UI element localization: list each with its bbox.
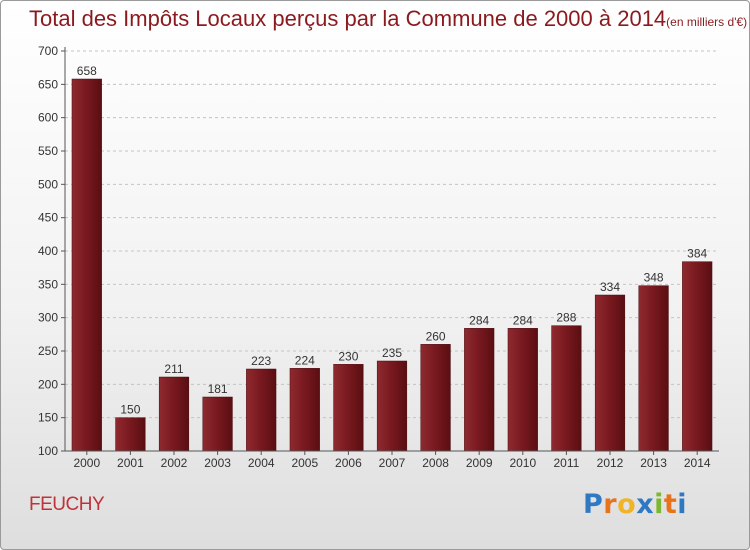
x-tick-label-2008: 2008	[422, 456, 449, 470]
data-label-2005: 224	[295, 353, 315, 367]
y-tick-label: 300	[38, 311, 58, 325]
x-tick-label-2006: 2006	[335, 456, 362, 470]
bar-2008	[420, 344, 451, 452]
logo-letter: t	[663, 489, 678, 520]
data-label-2000: 658	[77, 64, 97, 78]
x-tick-label-2004: 2004	[248, 456, 275, 470]
bar-2004	[246, 368, 277, 452]
data-label-2014: 384	[687, 247, 707, 261]
data-label-2011: 288	[556, 311, 576, 325]
chart-title-unit: (en milliers d'€)	[666, 15, 748, 29]
bar-2009	[464, 328, 495, 452]
data-label-2001: 150	[120, 403, 140, 417]
data-label-2007: 235	[382, 346, 402, 360]
x-tick-label-2003: 2003	[204, 456, 231, 470]
bar-2003	[202, 396, 233, 452]
x-tick-label-2014: 2014	[684, 456, 711, 470]
x-tick-label-2011: 2011	[553, 456, 579, 470]
bar-2006	[333, 364, 364, 452]
y-tick-label: 500	[38, 177, 58, 191]
data-label-2002: 211	[164, 362, 183, 376]
x-tick-label-2010: 2010	[509, 456, 536, 470]
y-tick-label: 600	[38, 111, 58, 125]
data-label-2010: 284	[513, 313, 533, 327]
bar-2002	[158, 376, 190, 452]
logo-letter: P	[583, 489, 604, 520]
y-tick-label: 400	[38, 244, 58, 258]
y-tick-label: 200	[38, 377, 58, 391]
data-label-2012: 334	[600, 280, 620, 294]
bar-2001	[115, 417, 146, 452]
y-tick-label: 250	[38, 344, 58, 358]
logo-letter: x	[636, 489, 655, 520]
x-tick-label-2013: 2013	[640, 456, 667, 470]
x-tick-label-2009: 2009	[466, 456, 493, 470]
y-tick-label: 650	[38, 77, 58, 91]
bar-2014	[682, 261, 713, 452]
bar-2000	[71, 78, 102, 452]
bars	[71, 78, 713, 452]
bar-2011	[551, 325, 582, 452]
x-tick-label-2012: 2012	[597, 456, 624, 470]
x-tick-label-2007: 2007	[379, 456, 406, 470]
labels: 100 150 200 250 300 350 400 450 500 550 600 650 700 6…	[38, 44, 711, 470]
x-tick-label-2002: 2002	[161, 456, 188, 470]
y-tick-label: 100	[38, 444, 58, 458]
bar-2007	[376, 360, 408, 452]
y-tick-label: 150	[38, 411, 58, 425]
commune-name: FEUCHY	[29, 494, 105, 515]
x-tick-label-2005: 2005	[291, 456, 318, 470]
bar-2012	[594, 294, 626, 452]
y-tick-label: 700	[38, 44, 58, 58]
data-label-2004: 223	[251, 354, 271, 368]
x-tick-label-2000: 2000	[73, 456, 100, 470]
axes	[61, 47, 719, 455]
bar-2013	[638, 285, 669, 452]
data-label-2003: 181	[208, 382, 228, 396]
chart-title-main: Total des Impôts Locaux perçus par la Co…	[29, 6, 667, 31]
data-label-2013: 348	[644, 271, 664, 285]
logo-letter: i	[654, 489, 664, 520]
x-tick-label-2001: 2001	[117, 456, 144, 470]
y-tick-label: 350	[38, 277, 58, 291]
data-label-2006: 230	[338, 349, 358, 363]
proxiti-logo: Proxiti	[583, 489, 687, 520]
logo-letter: i	[677, 489, 688, 520]
bar-2005	[289, 368, 320, 452]
data-label-2008: 260	[426, 329, 446, 343]
logo-letter: r	[603, 489, 618, 520]
y-tick-label: 450	[38, 211, 58, 225]
logo-letter: o	[617, 489, 637, 520]
data-label-2009: 284	[469, 313, 489, 327]
bar-2010	[507, 328, 538, 452]
chart-title: Total des Impôts Locaux perçus par la Co…	[29, 6, 747, 32]
y-tick-label: 550	[38, 144, 58, 158]
